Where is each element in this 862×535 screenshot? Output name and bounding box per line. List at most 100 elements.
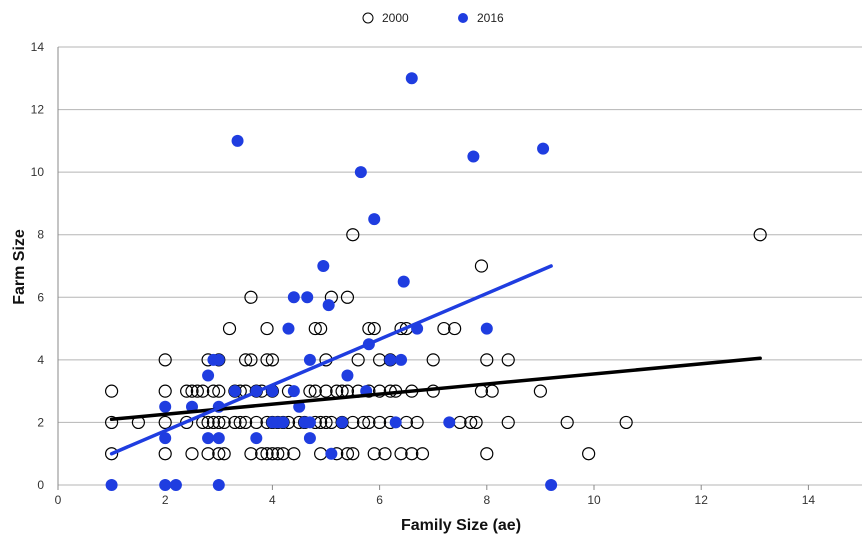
point-2016: [303, 353, 316, 366]
point-2000: [415, 447, 430, 461]
y-axis-ticks: 0 2 4 6 8 10 12 14: [31, 40, 45, 492]
point-2000: [394, 447, 408, 461]
point-2000: [255, 447, 269, 461]
point-2000: [314, 447, 328, 461]
point-2016: [277, 416, 290, 429]
point-2016: [159, 479, 172, 491]
point-2000: [196, 384, 210, 398]
point-2000: [212, 384, 226, 398]
point-2000: [319, 415, 333, 430]
point-2016: [317, 260, 330, 272]
point-2000: [260, 321, 274, 336]
point-2000: [619, 415, 633, 430]
point-2000: [265, 447, 279, 461]
point-2000: [185, 447, 199, 461]
point-2000: [249, 415, 263, 430]
point-2000: [201, 447, 215, 461]
point-2000: [501, 353, 515, 367]
y-tick-label: 0: [37, 478, 44, 492]
y-tick-label: 6: [37, 290, 44, 304]
point-2000: [378, 447, 392, 461]
x-tick-label: 2: [162, 493, 169, 507]
point-2000: [212, 415, 226, 430]
point-2016: [384, 353, 397, 366]
point-2000: [244, 290, 258, 304]
point-2016: [336, 416, 349, 429]
point-2000: [362, 321, 376, 336]
point-2000: [362, 415, 376, 430]
point-2016: [105, 479, 118, 491]
point-2000: [303, 384, 317, 398]
point-2000: [480, 353, 494, 367]
x-axis-title: Family Size (ae): [401, 517, 521, 534]
point-2000: [212, 447, 226, 461]
point-2016: [231, 134, 244, 147]
point-2016: [322, 299, 335, 312]
y-tick-label: 12: [31, 103, 45, 117]
point-2016: [405, 72, 418, 85]
point-2000: [346, 447, 360, 461]
point-2000: [244, 353, 258, 367]
point-2000: [464, 415, 478, 430]
point-2000: [340, 290, 355, 304]
point-2000: [373, 384, 387, 398]
point-2000: [367, 321, 381, 336]
trendlines: [109, 264, 762, 456]
point-2016: [341, 369, 354, 382]
gridlines: [58, 46, 862, 486]
point-2016: [389, 416, 402, 429]
point-2000: [469, 415, 483, 430]
point-2000: [319, 384, 333, 398]
y-axis-title: Farm Size: [11, 229, 28, 305]
point-2000: [239, 415, 253, 430]
point-2000: [104, 415, 119, 430]
point-2000: [222, 321, 237, 336]
legend-marker-2000: [362, 12, 374, 24]
point-2000: [287, 447, 301, 461]
point-2016: [250, 432, 263, 445]
point-2016: [303, 416, 316, 429]
point-2016: [287, 385, 300, 398]
point-2016: [397, 275, 410, 288]
x-tick-label: 0: [55, 493, 62, 507]
x-tick-label: 4: [269, 493, 276, 507]
point-2000: [356, 415, 371, 430]
x-tick-label: 6: [376, 493, 383, 507]
point-2000: [265, 353, 279, 367]
point-2016: [202, 432, 215, 445]
y-tick-label: 10: [31, 165, 45, 179]
point-2000: [104, 384, 119, 398]
point-2000: [104, 447, 119, 461]
point-2016: [480, 322, 493, 335]
point-2016: [228, 385, 241, 398]
point-2000: [448, 321, 462, 336]
point-2000: [340, 447, 355, 461]
point-2016: [368, 213, 381, 226]
point-2000: [373, 415, 387, 430]
x-tick-label: 12: [695, 493, 709, 507]
point-2016: [212, 479, 225, 491]
point-2000: [239, 353, 253, 367]
point-2016: [287, 291, 300, 304]
point-2000: [501, 415, 515, 430]
point-2000: [217, 415, 231, 430]
x-tick-label: 14: [802, 493, 816, 507]
point-2000: [346, 228, 360, 242]
x-tick-label: 8: [483, 493, 490, 507]
point-2016: [443, 416, 456, 429]
point-2000: [206, 384, 221, 398]
y-tick-label: 4: [37, 353, 44, 367]
y-tick-label: 8: [37, 228, 44, 242]
point-2016: [202, 369, 215, 382]
point-2000: [158, 447, 172, 461]
point-2000: [582, 447, 596, 461]
point-2016: [325, 447, 338, 460]
legend-label-2016: 2016: [477, 11, 504, 25]
point-2016: [545, 479, 558, 491]
point-2000: [437, 321, 451, 336]
point-2000: [158, 353, 172, 367]
point-2000: [190, 384, 204, 398]
point-2000: [260, 447, 274, 461]
point-2000: [217, 447, 231, 461]
y-tick-label: 2: [37, 415, 44, 429]
